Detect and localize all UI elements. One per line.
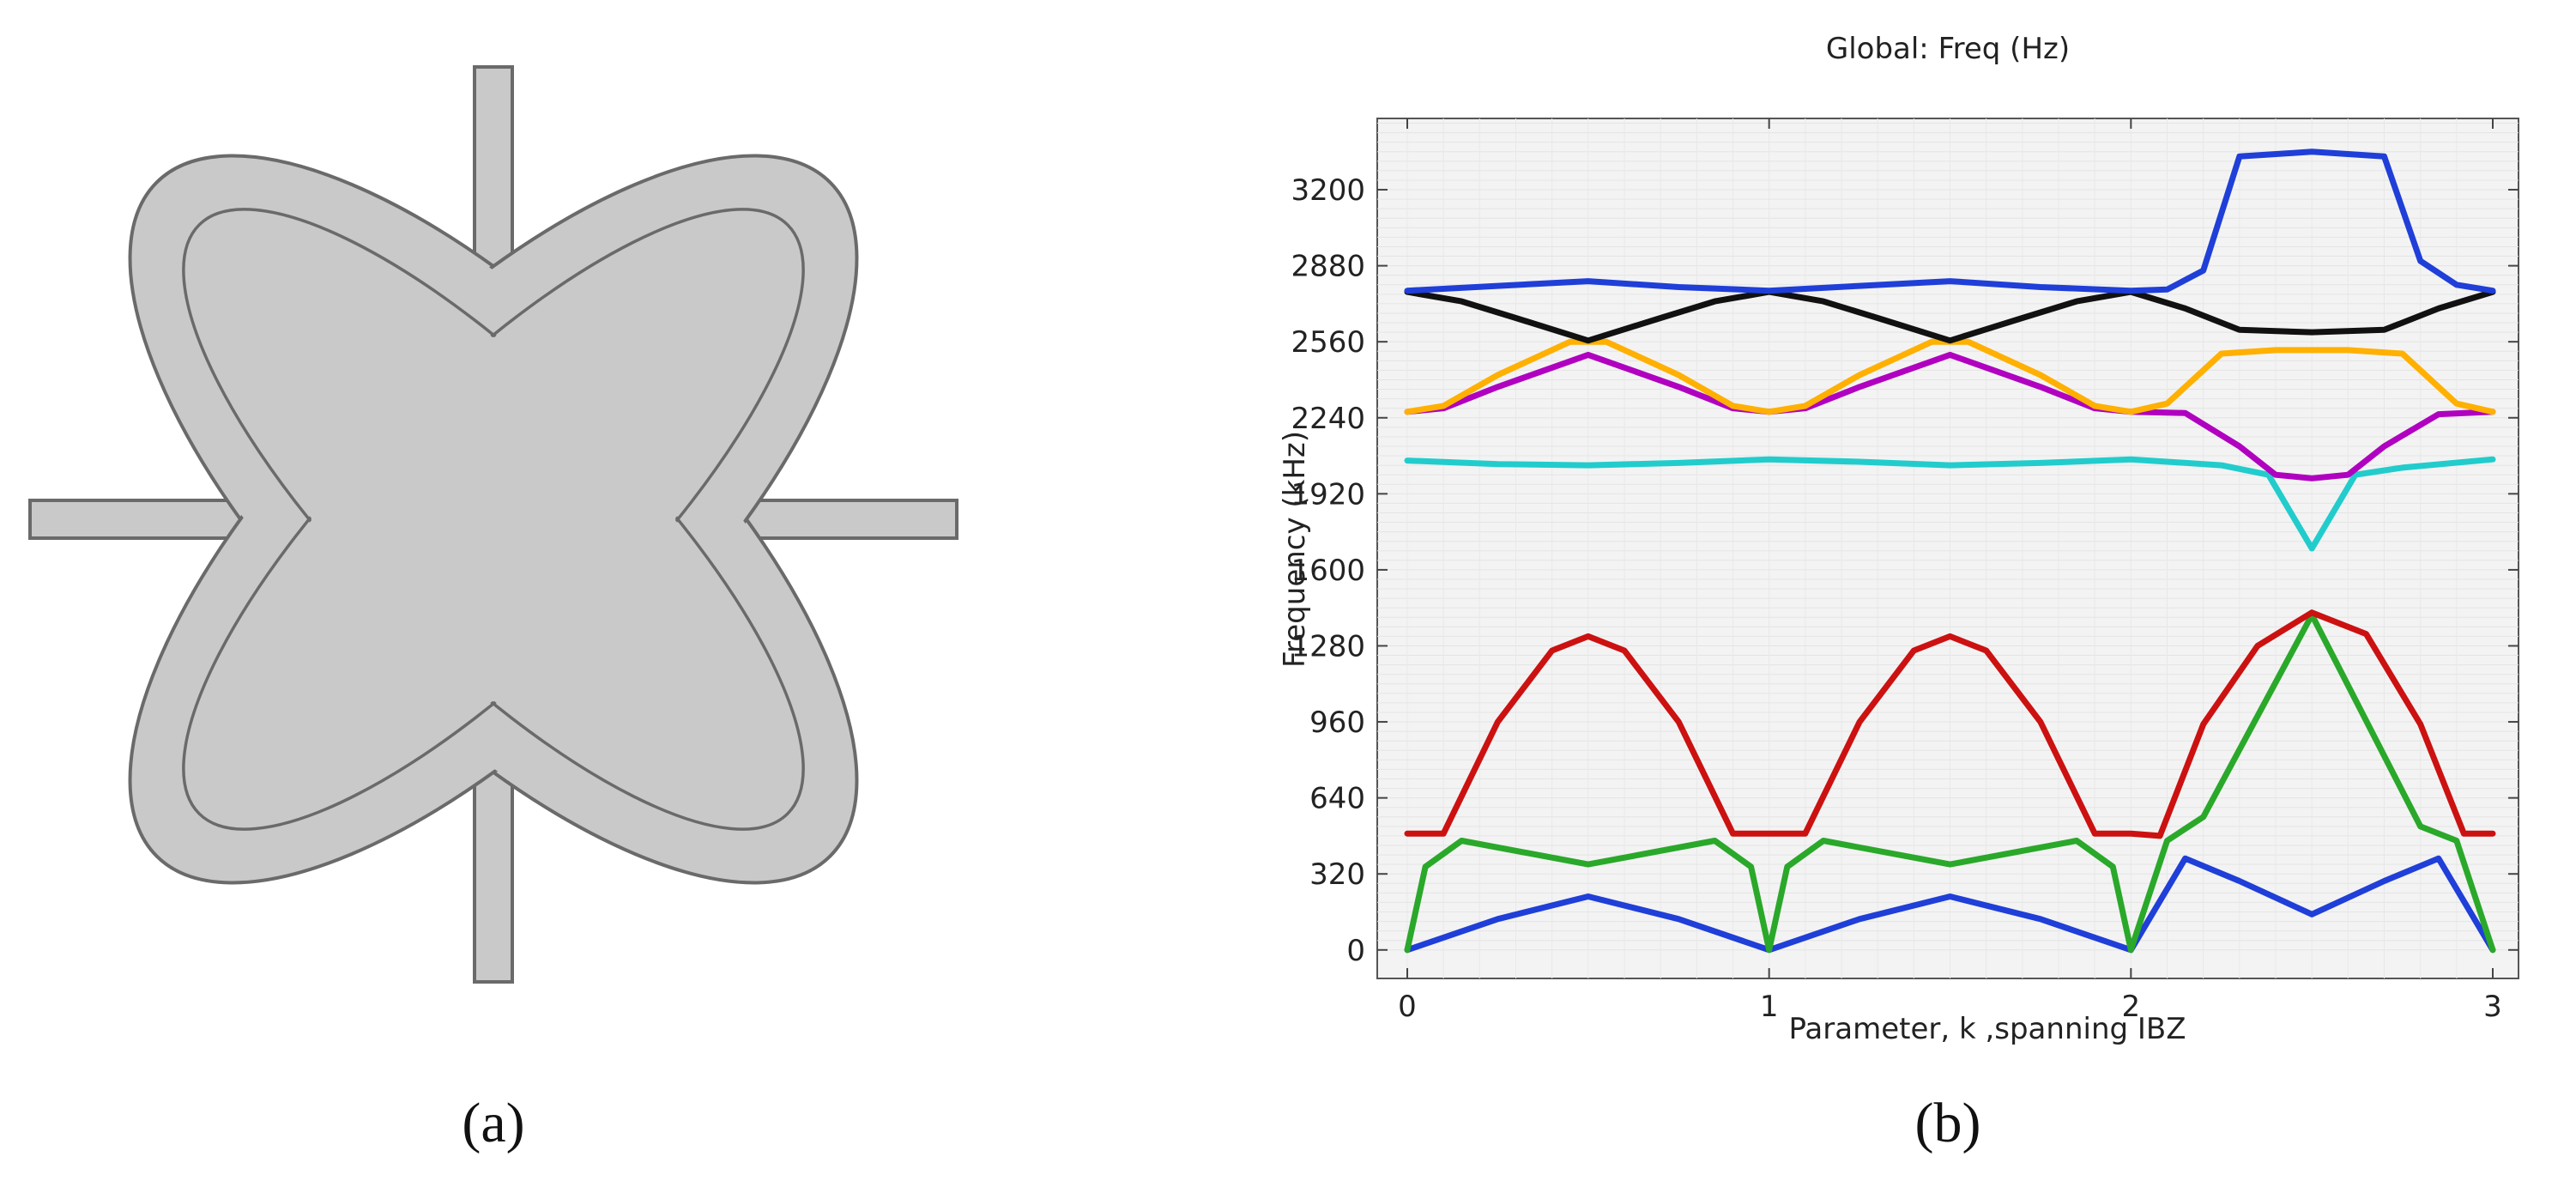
y-tick-label: 2560 [1291, 325, 1365, 360]
y-tick-label: 320 [1309, 857, 1365, 892]
axis-ticks: 0 320 640 960 1280 1600 1920 2240 2560 2880 3200 0 1… [1291, 118, 2519, 1024]
bottom-arm [473, 747, 514, 984]
x-tick-label: 2 [2122, 990, 2141, 1024]
y-tick-label: 960 [1309, 706, 1365, 740]
panel-b-label: (b) [1915, 1092, 1981, 1154]
series-lines [1404, 148, 2496, 954]
y-tick-label: 2240 [1291, 402, 1365, 436]
x-tick-label: 3 [2483, 990, 2502, 1024]
series-line-7 [1404, 288, 2496, 344]
y-tick-label: 640 [1309, 782, 1365, 816]
series-line-4 [1404, 456, 2496, 552]
y-tick-label: 2880 [1291, 250, 1365, 284]
dispersion-chart: Global: Freq (Hz) 0320640960128016001920… [1278, 32, 2519, 1154]
series-line-5 [1404, 351, 2496, 481]
x-tick-label: 0 [1398, 990, 1417, 1024]
series-line-8 [1404, 148, 2496, 294]
x-tick-label: 1 [1760, 990, 1779, 1024]
left-arm [28, 499, 263, 540]
right-arm [723, 499, 958, 540]
y-axis-label: Frequency (kHz) [1278, 431, 1312, 668]
plot-area [1376, 118, 2519, 979]
chart-title: Global: Freq (Hz) [1826, 32, 2070, 66]
unit-cell-figure: (a) [28, 65, 958, 1154]
y-tick-label: 1600 [1291, 554, 1365, 588]
y-tick-label: 3200 [1291, 173, 1365, 208]
y-tick-label: 1920 [1291, 477, 1365, 512]
series-line-1 [1404, 855, 2496, 954]
series-line-3 [1404, 609, 2496, 839]
panel-a-label: (a) [462, 1092, 524, 1154]
x-axis-label: Parameter, k ,spanning IBZ [1788, 1012, 2186, 1046]
y-tick-label: 1280 [1291, 629, 1365, 663]
y-tick-label: 0 [1346, 934, 1365, 968]
